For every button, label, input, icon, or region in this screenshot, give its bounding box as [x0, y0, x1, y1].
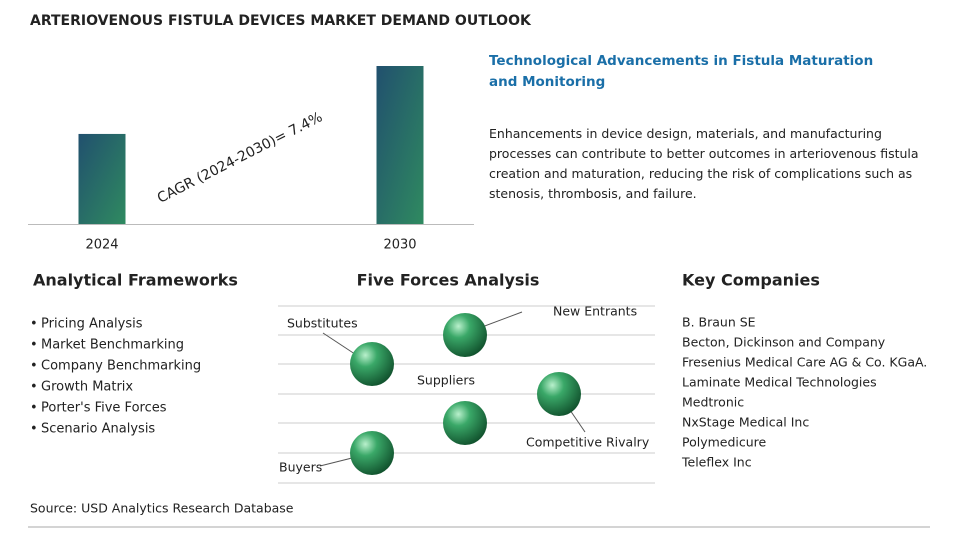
highlight-text: Enhancements in device design, materials…	[489, 126, 919, 201]
framework-item: Porter's Five Forces	[41, 401, 167, 416]
company-item: Medtronic	[682, 395, 744, 410]
spheres	[350, 313, 581, 475]
company-item: Laminate Medical Technologies	[682, 375, 877, 390]
company-item: Teleflex Inc	[681, 455, 752, 470]
source: Source: USD Analytics Research Database	[30, 501, 294, 516]
framework-item: Market Benchmarking	[41, 338, 184, 353]
bar	[376, 66, 424, 224]
framework-item: Company Benchmarking	[41, 359, 201, 374]
bar	[78, 133, 126, 224]
framework-item: Growth Matrix	[41, 380, 133, 395]
x-tick-label: 2024	[85, 238, 118, 253]
bullet: •	[30, 401, 38, 416]
company-item: Becton, Dickinson and Company	[682, 335, 886, 350]
force-label: Substitutes	[287, 316, 358, 331]
force-label: New Entrants	[553, 304, 637, 319]
bullet: •	[30, 359, 38, 374]
bullet: •	[30, 422, 38, 437]
bullet: •	[30, 338, 38, 353]
frameworks-title: Analytical Frameworks	[33, 271, 238, 290]
x-tick-label: 2030	[383, 238, 416, 253]
company-item: B. Braun SE	[682, 315, 756, 330]
bullet: •	[30, 380, 38, 395]
highlight-title: Technological Advancements in Fistula Ma…	[489, 53, 874, 90]
company-item: Fresenius Medical Care AG & Co. KGaA.	[682, 355, 927, 370]
companies-title: Key Companies	[682, 271, 820, 290]
five-forces-title: Five Forces Analysis	[357, 271, 540, 290]
force-label: Suppliers	[417, 373, 475, 388]
company-item: NxStage Medical Inc	[682, 415, 809, 430]
chart-title: ARTERIOVENOUS FISTULA DEVICES MARKET DEM…	[30, 13, 532, 29]
framework-item: Pricing Analysis	[41, 317, 143, 332]
force-label: Competitive Rivalry	[526, 435, 650, 450]
bullet: •	[30, 317, 38, 332]
framework-item: Scenario Analysis	[41, 422, 155, 437]
cagr-annotation: CAGR (2024-2030)= 7.4%	[155, 109, 325, 206]
force-label: Buyers	[279, 460, 322, 475]
company-item: Polymedicure	[682, 435, 767, 450]
